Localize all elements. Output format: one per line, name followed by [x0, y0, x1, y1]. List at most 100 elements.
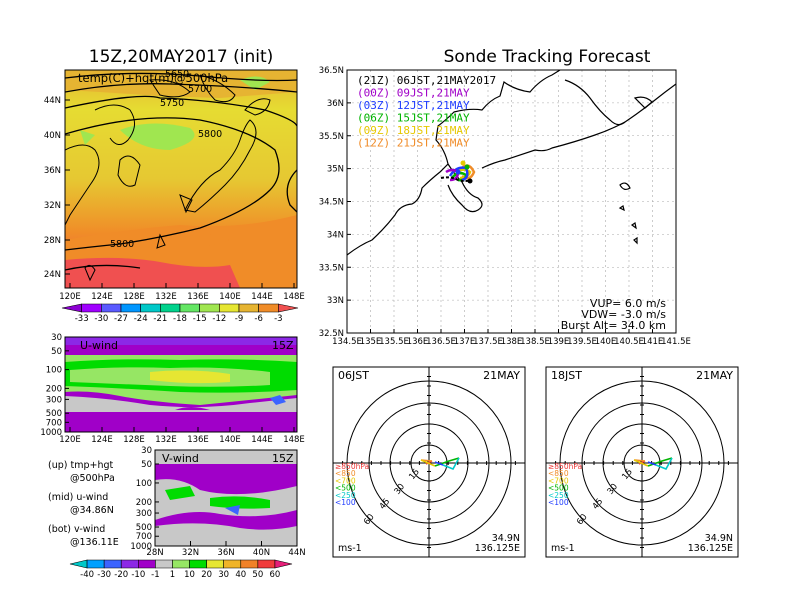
map-lon-label: 140E — [219, 292, 241, 302]
polar-time: 18JST — [551, 369, 582, 382]
height-contours — [65, 72, 297, 271]
wind-colorbar-swatch — [86, 559, 105, 569]
note-bot-1: (bot) v-wind — [48, 524, 105, 535]
ring-label: 15 — [620, 467, 635, 482]
pressure-label: 100 — [136, 479, 152, 489]
polar-lon: 136.125E — [688, 543, 733, 554]
temp-colorbar-swatch — [219, 303, 240, 313]
legend-entry: (12Z) 21JST,21MAY — [357, 137, 470, 150]
v-wind-lat-label: 40N — [253, 548, 270, 558]
temp-colorbar-label: -21 — [153, 314, 167, 324]
tracking-lon-label: 135.5E — [379, 337, 409, 347]
level-legend-entry: <100 — [335, 498, 356, 507]
map-lat-label: 36N — [44, 166, 61, 176]
note-mid-2: @34.86N — [70, 505, 114, 516]
level-legend-entry: <500 — [335, 484, 356, 493]
tracking-title: Sonde Tracking Forecast — [444, 47, 651, 67]
level-legend-entry: <100 — [548, 498, 569, 507]
tracking-lon-label: 140E — [595, 337, 617, 347]
level-legend-entry: <700 — [548, 476, 569, 485]
u-wind-lon-label: 144E — [251, 435, 273, 445]
contour-label-4: 5800 — [198, 129, 222, 140]
wind-colorbar-swatch — [189, 559, 207, 569]
tracking-lat-label: 35N — [327, 165, 344, 175]
burst-label: Burst Alt= 34.0 km — [561, 319, 666, 332]
temperature-colorbar: -33 -30 -27 -24 -21 -18 -15 -12 -9 -6 -3 — [61, 303, 299, 324]
tracking-lon-label: 138.5E — [520, 337, 550, 347]
polar-frame — [545, 366, 739, 558]
wind-colorbar-label: -20 — [114, 570, 128, 580]
polar-time: 06JST — [338, 369, 369, 382]
pressure-label: 500 — [136, 523, 152, 533]
temp-colorbar-swatch — [81, 303, 102, 313]
pressure-label: 700 — [46, 418, 62, 428]
temp-colorbar-label: -33 — [75, 314, 89, 324]
temp-colorbar-label: -15 — [193, 314, 207, 324]
tracking-lon-label: 136.5E — [426, 337, 456, 347]
note-bot-2: @136.11E — [70, 537, 119, 548]
tracking-lat-label: 36.5N — [319, 66, 344, 76]
u-wind-frame — [64, 336, 298, 433]
tracking-lat-ticks: 36.5N 36N 35.5N 35N 34.5N 34N 33.5N 33N 32.5N — [319, 66, 351, 339]
polar-lat: 34.9N — [492, 533, 520, 544]
polar-frame — [332, 366, 526, 558]
pressure-label: 200 — [46, 384, 62, 394]
contour-label-2: 5700 — [188, 84, 212, 95]
hodograph-segment — [420, 459, 436, 467]
wind-colorbar-label: -10 — [131, 570, 145, 580]
wind-colorbar-swatch — [155, 559, 173, 569]
hodograph-segment — [633, 459, 649, 467]
tracking-lon-label: 137E — [454, 337, 476, 347]
contour-label-5: 5800 — [110, 239, 134, 250]
wind-colorbar-swatch — [240, 559, 259, 569]
v-wind-label: V-wind — [162, 452, 199, 465]
map-field-label: temp(C)+hgt(m)@500hPa — [78, 71, 228, 85]
map-lat-label: 40N — [44, 131, 61, 141]
tracking-lon-ticks: 134.5E135E135.5E136E136.5E137E137.5E138E… — [332, 329, 691, 347]
v-wind-lat-label: 36N — [217, 548, 234, 558]
temp-colorbar-swatch — [101, 303, 122, 313]
note-mid-1: (mid) u-wind — [48, 492, 108, 503]
pressure-label: 700 — [136, 532, 152, 542]
pressure-label: 100 — [46, 366, 62, 376]
wind-colorbar-label: -40 — [80, 570, 94, 580]
ring-label: 45 — [378, 497, 393, 512]
map-lon-label: 132E — [155, 292, 177, 302]
tracking-lat-label: 33N — [327, 296, 344, 306]
v-wind-field — [155, 450, 297, 546]
u-wind-lon-ticks: 120E 124E 128E 132E 136E 140E 144E 148E — [59, 427, 305, 445]
level-legend-entry: <250 — [548, 491, 569, 500]
map-frame — [64, 69, 298, 289]
u-wind-label: U-wind — [80, 339, 118, 352]
temp-colorbar-swatch — [258, 303, 279, 313]
polar-unit: ms-1 — [338, 543, 362, 554]
u-wind-field — [65, 337, 297, 432]
tracking-lat-label: 35.5N — [319, 132, 344, 142]
temp-colorbar-swatch — [120, 303, 141, 313]
level-legend-entry: <700 — [335, 476, 356, 485]
u-wind-time: 15Z — [272, 339, 294, 352]
note-up-2: @500hPa — [70, 473, 115, 484]
level-legend-entry: ≥850hPa — [335, 462, 369, 471]
tracking-lon-label: 138E — [501, 337, 523, 347]
v-wind-lat-label: 44N — [288, 548, 305, 558]
level-legend-entry: <850 — [335, 469, 356, 478]
temperature-field — [65, 70, 297, 288]
legend-entry: (03Z) 12JST,21MAY — [357, 99, 470, 112]
map-lat-label: 44N — [44, 96, 61, 106]
pressure-label: 300 — [46, 395, 62, 405]
map-lon-label: 136E — [187, 292, 209, 302]
note-up-1: (up) tmp+hgt — [48, 460, 114, 471]
map-lon-label: 128E — [123, 292, 145, 302]
tracking-lon-label: 141E — [642, 337, 664, 347]
v-wind-lat-ticks: 28N 32N 36N 40N 44N — [146, 541, 306, 558]
wind-colorbar-label: -1 — [151, 570, 159, 580]
polar-date: 21MAY — [483, 369, 520, 382]
tracking-lat-label: 32.5N — [319, 329, 344, 339]
temp-colorbar-swatch — [140, 303, 161, 313]
map-lon-label: 148E — [283, 292, 305, 302]
map-lon-label: 144E — [251, 292, 273, 302]
temp-colorbar-label: -24 — [134, 314, 148, 324]
tracking-lon-label: 134.5E — [332, 337, 362, 347]
